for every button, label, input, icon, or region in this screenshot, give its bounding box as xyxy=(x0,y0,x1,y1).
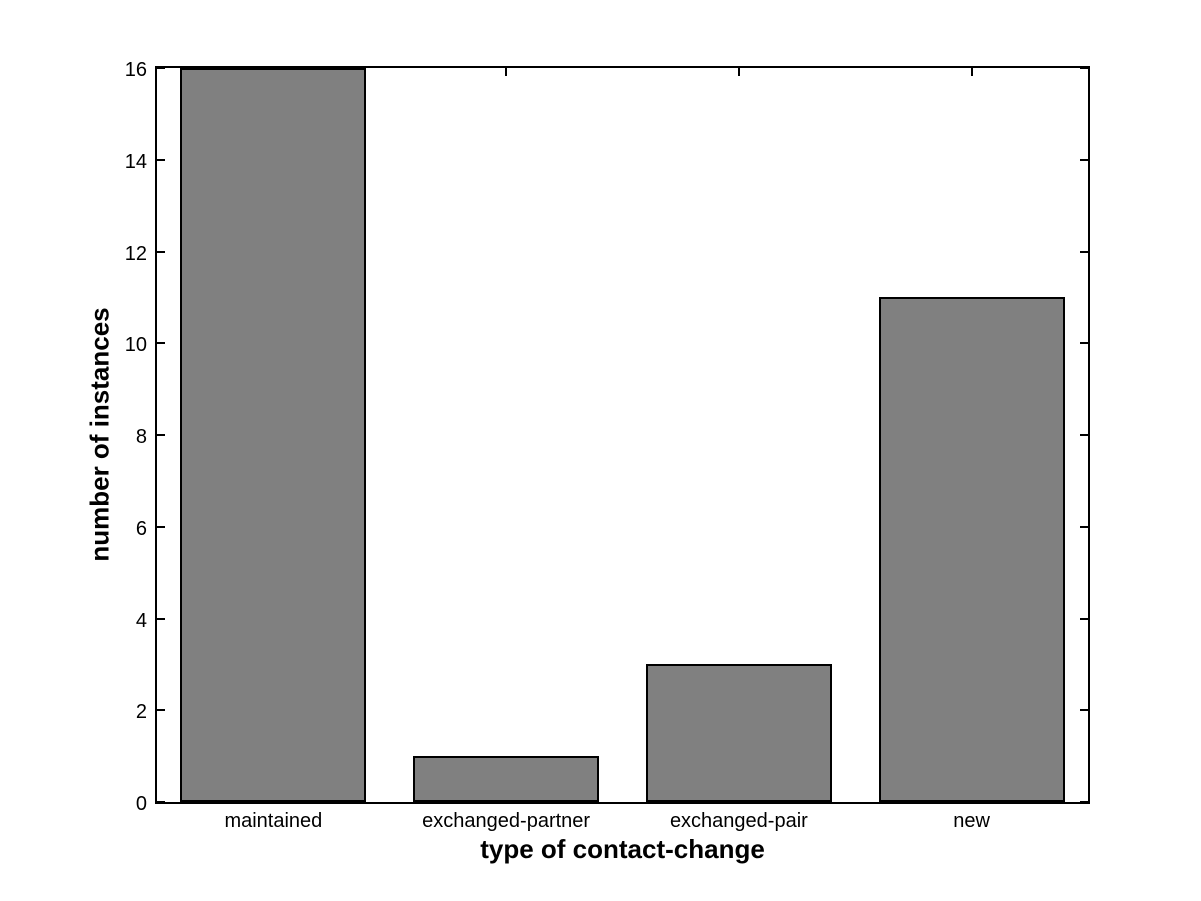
x-tick-top xyxy=(505,68,508,76)
bar-exchanged-pair xyxy=(645,664,832,802)
x-tick-label: exchanged-pair xyxy=(669,810,808,832)
y-tick-left xyxy=(157,158,165,161)
y-tick-right xyxy=(1080,342,1088,345)
y-tick-right xyxy=(1080,67,1088,69)
y-tick-right xyxy=(1080,709,1088,712)
y-tick-right xyxy=(1080,617,1088,620)
y-tick-label: 8 xyxy=(135,426,147,448)
x-axis-label: type of contact-change xyxy=(480,834,765,864)
y-tick-label: 12 xyxy=(124,242,147,265)
y-tick-label: 6 xyxy=(135,517,147,540)
y-tick-left xyxy=(157,250,165,253)
y-tick-label: 16 xyxy=(124,59,147,81)
plot-area xyxy=(155,66,1090,804)
y-tick-label: 0 xyxy=(135,793,147,815)
y-tick-left xyxy=(157,801,165,803)
bar-exchanged-partner xyxy=(413,756,600,802)
y-tick-right xyxy=(1080,250,1088,253)
bar-maintained xyxy=(180,68,367,802)
x-tick-label: maintained xyxy=(224,810,323,832)
y-tick-left xyxy=(157,617,165,620)
y-tick-label: 2 xyxy=(135,701,147,724)
y-tick-left xyxy=(157,525,165,528)
x-tick-label: new xyxy=(953,810,990,832)
x-tick-top xyxy=(970,68,973,76)
y-tick-left xyxy=(157,709,165,712)
x-tick-label: exchanged-partner xyxy=(422,810,591,832)
y-tick-label: 4 xyxy=(135,609,147,632)
y-tick-label: 14 xyxy=(124,150,147,173)
y-tick-left xyxy=(157,434,165,436)
y-tick-left xyxy=(157,67,165,69)
y-tick-right xyxy=(1080,158,1088,161)
y-tick-right xyxy=(1080,434,1088,436)
x-tick-top xyxy=(737,68,740,76)
bar-new xyxy=(878,297,1065,802)
y-tick-right xyxy=(1080,801,1088,803)
y-tick-left xyxy=(157,342,165,345)
y-tick-right xyxy=(1080,525,1088,528)
y-tick-label: 10 xyxy=(124,334,147,357)
